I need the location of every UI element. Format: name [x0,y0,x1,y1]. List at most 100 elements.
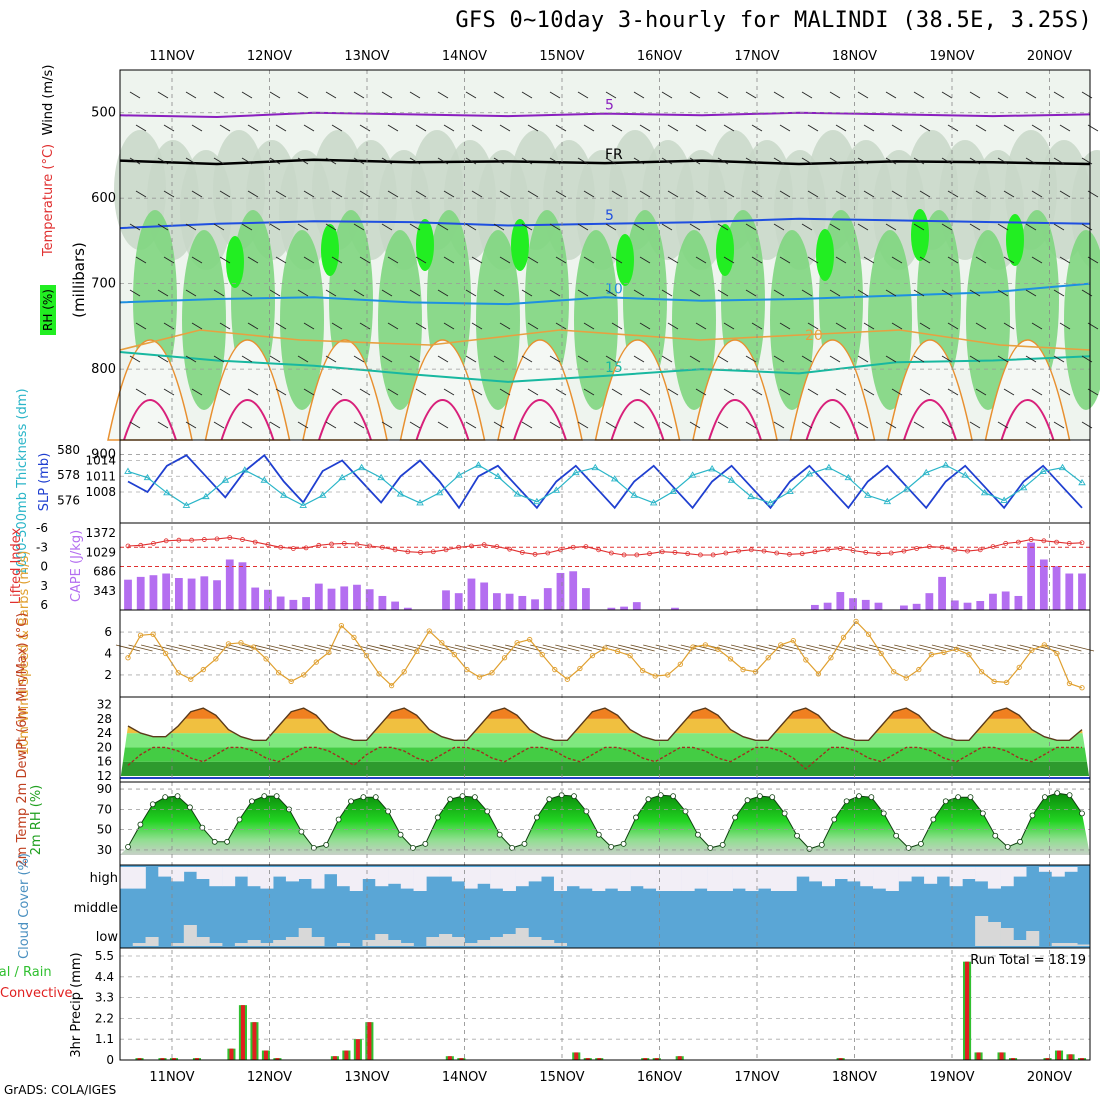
rh-marker [818,841,825,848]
wind-speed-marker [1079,685,1085,691]
date-label-top: 12NOV [247,49,292,64]
wind-barb [1025,355,1037,363]
thickness-marker [1039,467,1047,474]
cloud-low-bar [209,943,223,946]
wind-speed-marker [991,678,997,685]
precip-bar-convective [654,1058,659,1060]
wind-barb-10m [869,644,894,652]
date-label-bottom: 18NOV [832,1070,877,1085]
wind-barb [129,223,141,231]
wind-barb [471,124,483,132]
warm-isotherm [805,399,860,441]
precip-bar-convective [194,1058,199,1060]
wind-barb [633,91,645,99]
wind-barb [331,388,343,396]
wind-barb [219,388,231,396]
cape-bar [327,588,336,610]
wind-barb-10m [304,644,329,652]
cloud-low-bar [451,937,465,946]
wind-speed-marker [665,672,671,678]
wind-barb [437,421,449,429]
wind-barb [779,256,791,264]
wind-barb [1059,124,1071,132]
wind-barb [135,190,147,198]
cape-bar [900,605,908,610]
wind-barb [493,91,505,99]
wind-barb [555,388,567,396]
wind-barb [611,256,623,264]
cloud-level-label: high [90,871,118,886]
rh-shade-bright [716,224,734,276]
wind-barb [303,124,315,132]
wind-barb [835,124,847,132]
cloud-high-clear [132,867,146,889]
lifted-index-marker [837,546,843,551]
wind-barb-10m [542,644,567,652]
wind-barb-10m [191,644,216,652]
wind-barb [381,289,393,297]
rh-marker [472,794,478,801]
wind-barb [1053,289,1065,297]
wind-speed-marker [640,667,646,674]
cape-bar [302,597,310,610]
wind-barb [437,289,449,297]
cloud-high-clear [311,867,325,889]
wind-barb [471,322,483,330]
cape-bar [823,602,832,610]
wind-barb-10m [555,644,580,652]
wind-speed-marker [602,645,608,651]
rh-marker [781,810,788,817]
wind-barb [667,190,679,198]
wind-speed-marker [790,637,796,644]
wind-side-label: Wind (m/s) [41,65,56,136]
wind-barb [807,388,819,396]
legend-convective: Convective [0,986,73,1001]
rh-marker [174,793,181,800]
rh-axis-label: 2m RH (%) [29,785,44,856]
rh-tick-label: 30 [97,843,112,857]
cloud-high-clear [375,867,389,887]
cloud-low-bar [145,937,159,946]
rh-marker [942,798,949,805]
temp-band [120,708,1090,719]
wind-barb [443,388,455,396]
wind-barb [213,355,225,363]
wind-barb-10m [505,644,530,652]
lifted-index-marker [532,551,538,557]
wind-barb [465,355,477,363]
wind-barb [325,91,337,99]
rh-marker [187,804,193,811]
cloud-high-clear [719,867,733,891]
wind-barb [213,91,225,99]
wind-barb [969,355,981,363]
cloud-low-bar [234,943,248,946]
wind-barb [941,289,953,297]
cloud-high-clear [324,867,338,875]
cloud-high-clear [592,867,606,891]
rh-shade-mid [770,230,814,410]
wind-barb [717,91,729,99]
wind-barb [191,388,203,396]
precip-bar-convective [574,1052,579,1060]
wind-barb [835,388,847,396]
wind-barb [779,124,791,132]
thickness-marker [494,472,502,479]
boundary-layer-wedge [302,339,388,441]
wind-speed-marker [263,656,269,662]
thickness-marker [435,488,444,496]
wind-barb [885,91,897,99]
wind-speed-marker [702,642,709,648]
temp-tick-label: 24 [97,726,112,740]
cape-bar [1052,566,1061,610]
wind-speed-marker [275,670,282,676]
lifted-index-marker [227,535,233,541]
wind-barb [835,190,847,198]
wind-barb [555,124,567,132]
lifted-index-marker [965,548,970,554]
lifted-index-marker [189,537,195,543]
lifted-index-marker [329,541,334,547]
wind-barb [185,421,197,429]
wind-barb [1025,157,1037,165]
rh-marker [967,794,974,801]
wind-barb [773,289,785,297]
